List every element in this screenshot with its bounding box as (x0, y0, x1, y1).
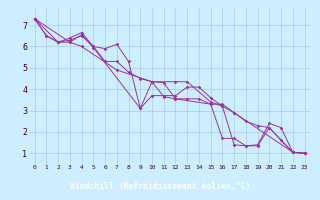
Text: Windchill (Refroidissement éolien,°C): Windchill (Refroidissement éolien,°C) (70, 182, 250, 192)
